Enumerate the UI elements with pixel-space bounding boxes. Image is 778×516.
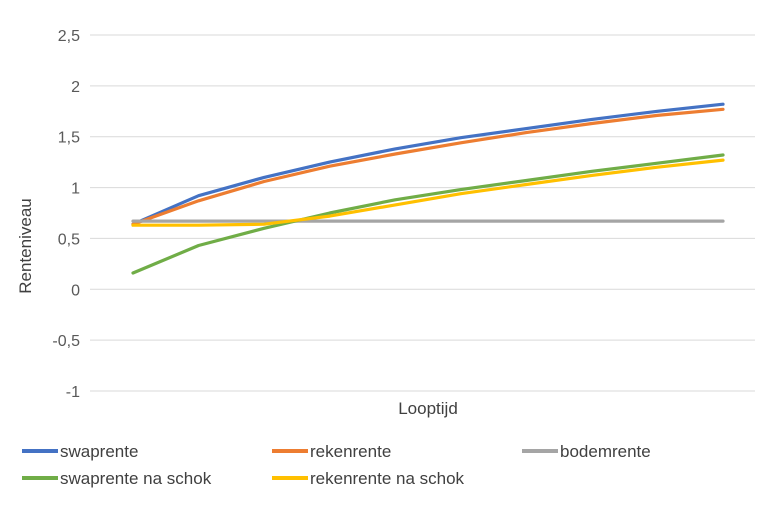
legend-label: bodemrente (560, 442, 651, 461)
legend-label: rekenrente (310, 442, 391, 461)
y-axis-title: Renteniveau (16, 198, 35, 293)
legend: swaprente rekenrente bodemrente swaprente n… (22, 442, 651, 488)
y-tick-label: 1,5 (58, 130, 80, 147)
y-tick-label: 2 (71, 79, 80, 96)
legend-label: rekenrente na schok (310, 469, 465, 488)
series-line-2 (131, 107, 725, 226)
y-tick-label: 0 (71, 282, 80, 299)
legend-label: swaprente (60, 442, 138, 461)
series-line-1 (131, 102, 725, 226)
y-tick-label: -0,5 (52, 333, 80, 350)
y-tick-label: 0,5 (58, 231, 80, 248)
x-axis-title: Looptijd (398, 399, 458, 418)
series-line-4 (131, 153, 725, 275)
series-lines (131, 102, 725, 275)
legend-label: swaprente na schok (60, 469, 212, 488)
y-tick-label: -1 (66, 384, 80, 401)
y-tick-label: 2,5 (58, 28, 80, 45)
series-line-5 (131, 158, 725, 227)
y-tick-labels: -1 -0,5 0 0,5 1 1,5 2 2,5 (52, 28, 80, 401)
gridlines (90, 34, 755, 392)
y-tick-label: 1 (71, 181, 80, 198)
